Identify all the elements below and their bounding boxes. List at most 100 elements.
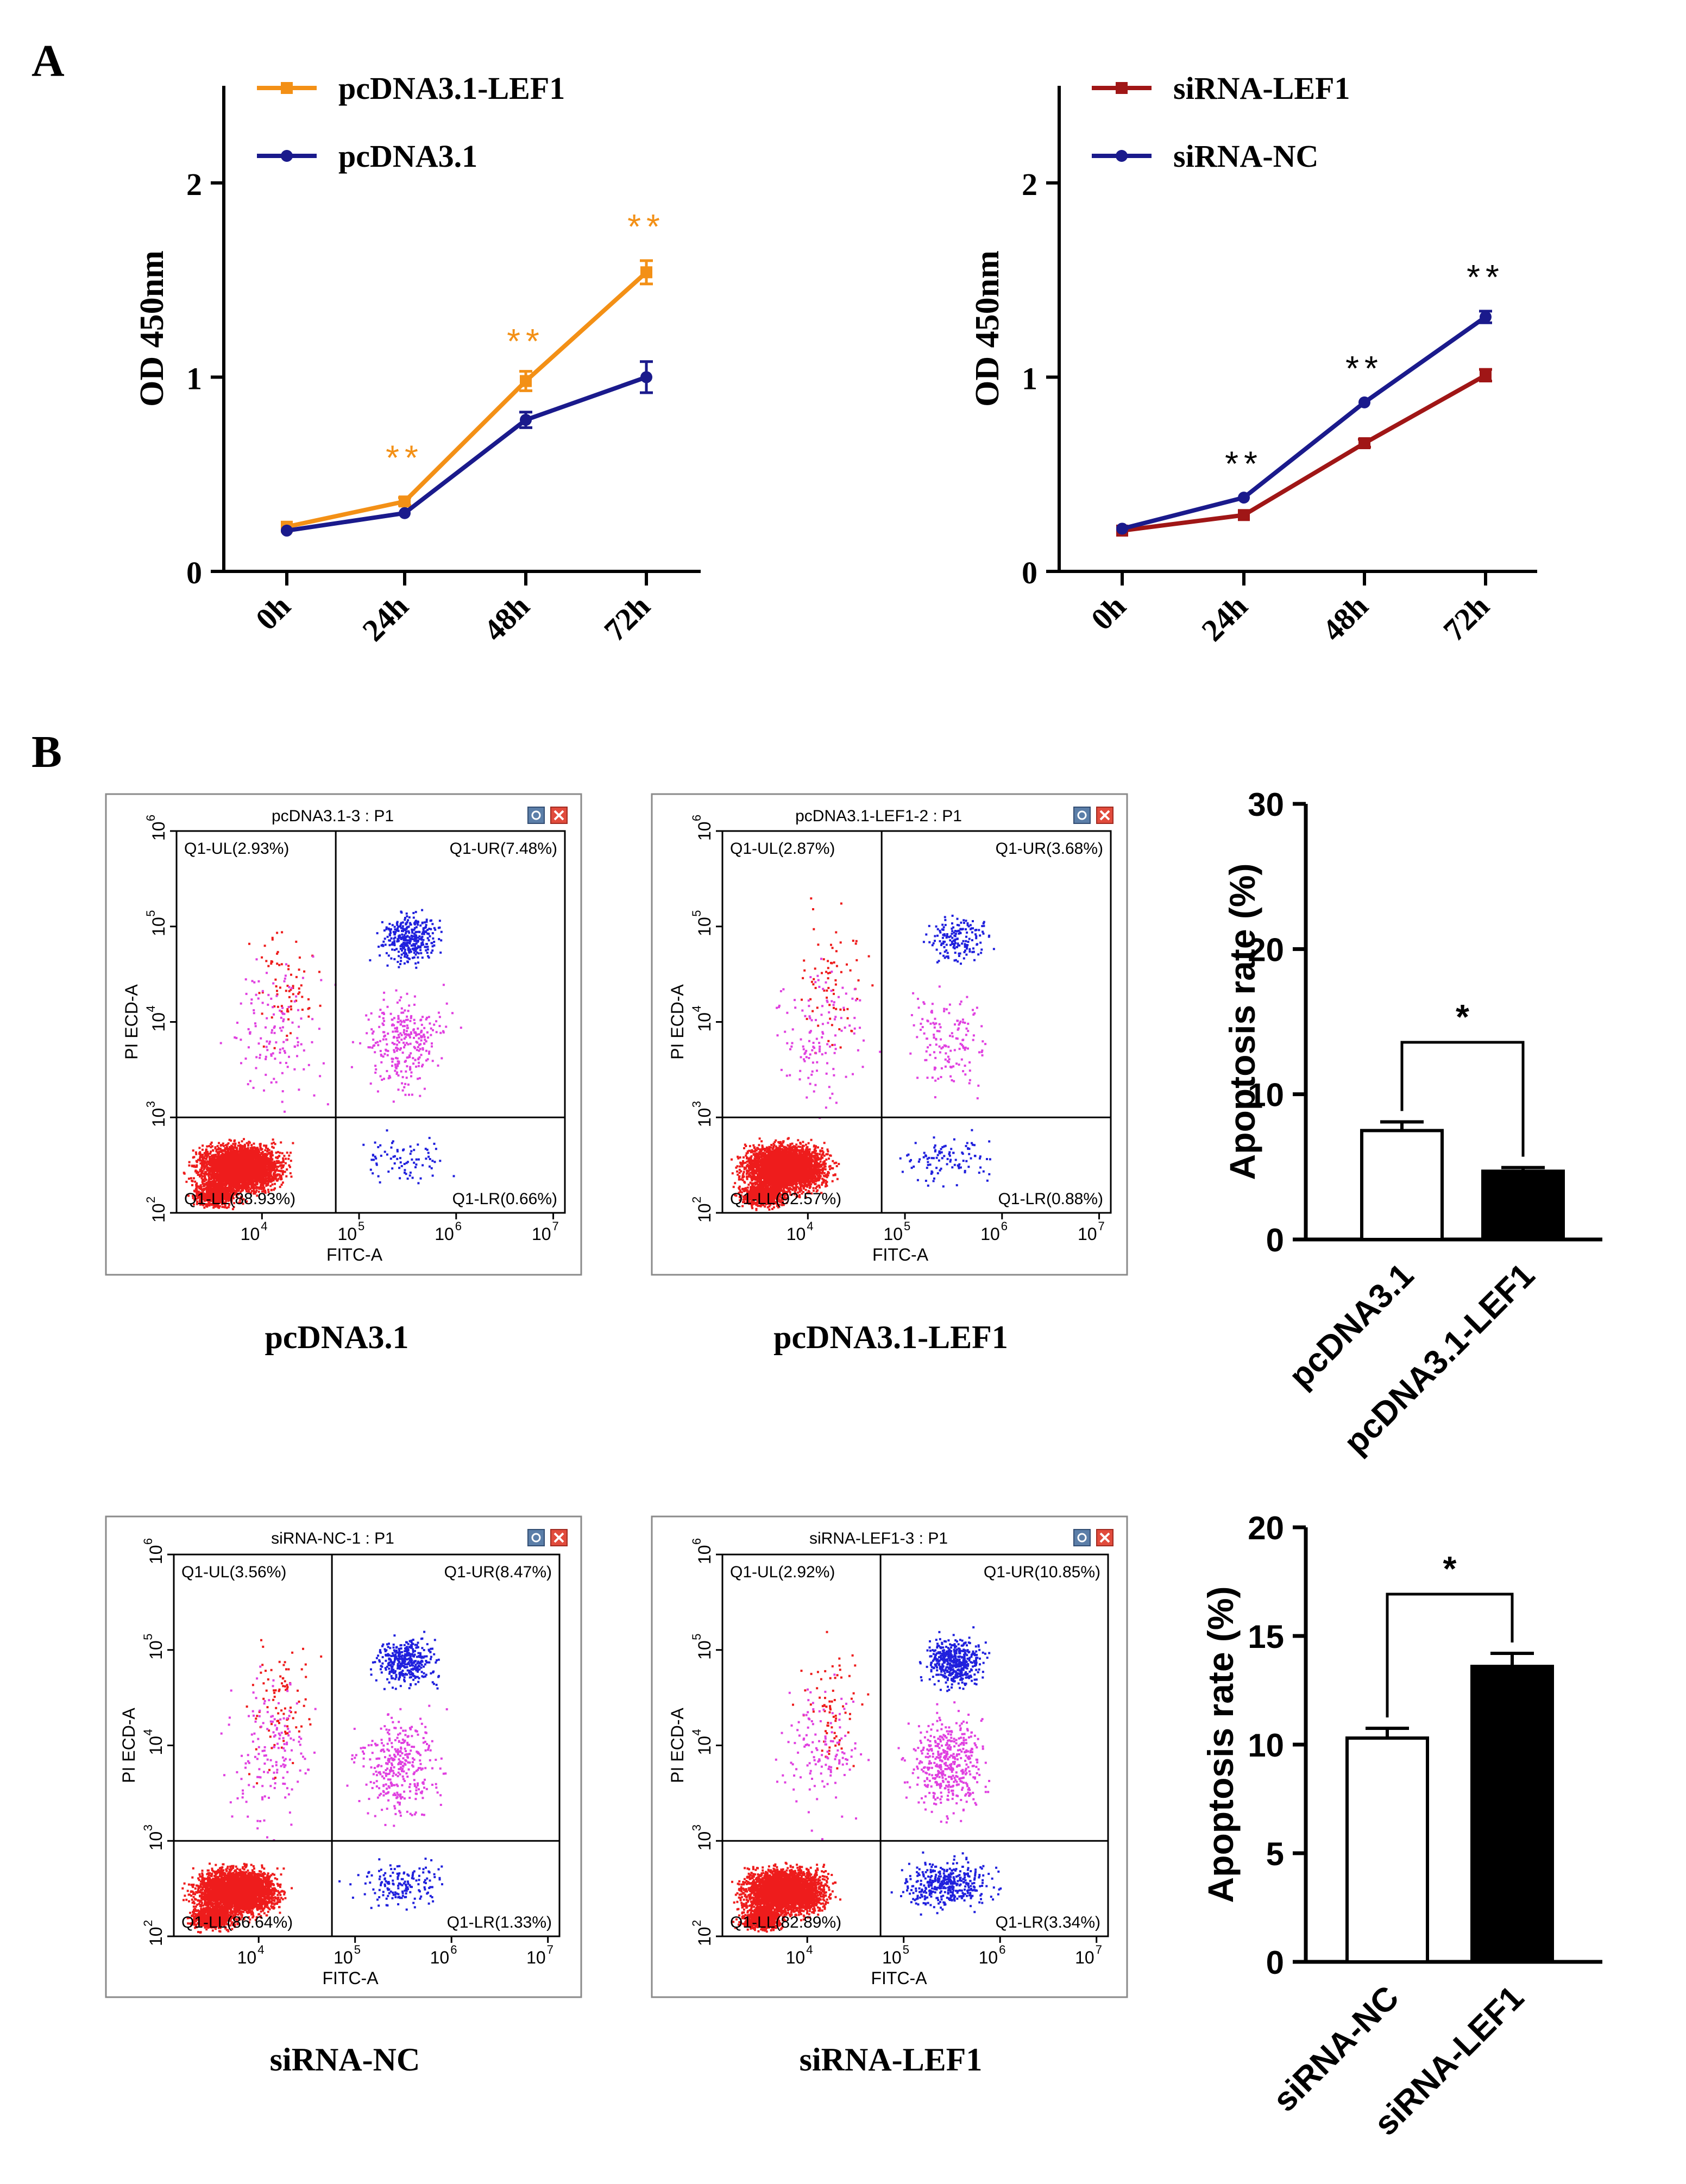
settings-icon-glyph	[1077, 810, 1087, 820]
data-point-square	[399, 495, 411, 508]
flow-y-tick-base: 10	[695, 1927, 714, 1946]
y-tick-label: 10	[1248, 1727, 1284, 1764]
flow-y-tick-base: 10	[695, 1203, 714, 1223]
flow-y-tick-exp: 5	[144, 910, 158, 917]
dots-lower-right	[890, 1851, 1002, 1916]
data-point-square	[1358, 437, 1370, 449]
flow-x-tick-base: 10	[787, 1224, 806, 1244]
flow-y-tick-exp: 5	[690, 910, 703, 917]
panel-label-a: A	[32, 36, 65, 86]
series-line-pcDNA3.1-LEF1	[286, 270, 648, 529]
flow-y-tick-base: 10	[695, 1012, 714, 1032]
close-icon-glyph	[553, 1532, 564, 1543]
quadrant-label-lr: Q1-LR(1.33%)	[447, 1914, 552, 1931]
bar-siRNA-NC	[1345, 1736, 1429, 1963]
settings-icon	[1073, 1529, 1091, 1546]
flow-dots	[731, 897, 995, 1211]
series-line-pcDNA3.1	[286, 375, 647, 533]
y-axis-label: Apoptosis rate (%)	[1200, 1586, 1241, 1903]
flow-y-tick-exp: 6	[144, 815, 158, 821]
settings-icon	[1073, 807, 1091, 824]
flow-x-tick-base: 10	[786, 1948, 806, 1967]
flow-dots	[183, 909, 462, 1211]
flow-x-tick-base: 10	[526, 1948, 546, 1967]
panel-label-b: B	[32, 727, 62, 777]
flow-y-tick-exp: 3	[690, 1101, 703, 1107]
flow-x-tick-exp: 5	[904, 1219, 910, 1233]
data-point-circle	[1480, 311, 1492, 323]
flow-caption: siRNA-NC	[270, 2042, 420, 2078]
close-icon-glyph	[553, 810, 564, 821]
flow-x-axis-label: FITC-A	[872, 1245, 929, 1264]
settings-icon	[527, 1529, 545, 1546]
flow-y-tick-base: 10	[146, 1831, 166, 1851]
flow-x-axis-label: FITC-A	[326, 1245, 383, 1264]
flow-caption: siRNA-LEF1	[800, 2042, 983, 2078]
flow-y-tick-base: 10	[695, 917, 714, 936]
y-tick-label: 20	[1248, 1510, 1284, 1546]
flow-x-tick-base: 10	[430, 1948, 450, 1967]
quadrant-label-ul: Q1-UL(2.93%)	[184, 840, 289, 858]
flow-y-tick-exp: 3	[144, 1101, 158, 1107]
flow-y-tick-base: 10	[146, 1927, 166, 1946]
y-tick-label: 0	[1022, 555, 1037, 590]
dots-upper-right-magenta	[350, 984, 462, 1103]
flow-y-tick-base: 10	[695, 821, 714, 841]
flow-x-axis-label: FITC-A	[322, 1968, 379, 1988]
significance-mark: **	[507, 322, 545, 361]
flow-y-axis-label: PI ECD-A	[668, 984, 687, 1060]
legend-label: siRNA-NC	[1173, 139, 1318, 174]
flow-y-tick-base: 10	[695, 1831, 714, 1851]
y-tick-label: 1	[186, 361, 202, 396]
bar-pcDNA3.1-LEF1	[1481, 1169, 1565, 1241]
legend-marker-square	[1116, 82, 1128, 94]
y-tick-label: 20	[1248, 931, 1284, 968]
data-point-square	[520, 375, 532, 387]
flow-x-tick-exp: 5	[358, 1219, 364, 1233]
flow-y-tick-exp: 2	[144, 1197, 158, 1203]
y-axis-label: OD 450nm	[969, 250, 1006, 407]
flow-y-tick-base: 10	[695, 1108, 714, 1128]
flow-y-axis-label: PI ECD-A	[119, 1708, 139, 1783]
flow-title: pcDNA3.1-3 : P1	[272, 807, 394, 825]
dots-lower-right	[362, 1129, 455, 1185]
data-point-circle	[1358, 396, 1370, 408]
settings-icon-glyph	[531, 1533, 541, 1543]
flow-x-tick-base: 10	[979, 1948, 998, 1967]
series-line-siRNA-LEF1	[1122, 373, 1487, 533]
flow-x-tick-exp: 7	[552, 1219, 559, 1233]
flow-dots	[181, 1631, 448, 1934]
quadrant-label-lr: Q1-LR(0.88%)	[998, 1190, 1103, 1208]
significance-mark: **	[1345, 349, 1383, 388]
flow-y-tick-base: 10	[149, 917, 168, 936]
dots-lower-left-core	[732, 1903, 788, 1933]
quadrant-label-lr: Q1-LR(3.34%)	[996, 1914, 1100, 1931]
flow-y-tick-exp: 4	[141, 1729, 155, 1735]
flow-y-tick-exp: 2	[141, 1920, 155, 1927]
legend-marker-square	[281, 82, 293, 94]
flow-x-tick-base: 10	[883, 1224, 903, 1244]
flow-y-tick-base: 10	[149, 821, 168, 841]
flow-y-tick-exp: 2	[690, 1197, 703, 1203]
flow-x-axis-label: FITC-A	[871, 1968, 927, 1988]
flow-x-tick-exp: 4	[261, 1219, 267, 1233]
flow-x-tick-base: 10	[1075, 1948, 1094, 1967]
dots-upper-right	[922, 915, 995, 965]
quadrant-label-ll: Q1-LL(92.57%)	[730, 1190, 841, 1208]
flow-y-tick-exp: 5	[141, 1634, 155, 1640]
flow-dots	[731, 1626, 1002, 1933]
quadrant-label-ll: Q1-LL(82.89%)	[730, 1914, 841, 1931]
significance-mark: **	[1467, 257, 1505, 297]
flow-title: siRNA-NC-1 : P1	[271, 1530, 394, 1547]
y-axis-label: Apoptosis rate (%)	[1222, 863, 1262, 1180]
dots-upper-right	[369, 909, 443, 969]
flow-y-axis-label: PI ECD-A	[668, 1708, 687, 1783]
flow-y-tick-exp: 6	[690, 1538, 703, 1545]
settings-icon-glyph	[531, 810, 541, 820]
quadrant-label-lr: Q1-LR(0.66%)	[452, 1190, 557, 1208]
dots-lower-left	[731, 1137, 840, 1199]
close-icon-glyph	[1099, 1532, 1110, 1543]
y-tick-label: 2	[186, 167, 202, 202]
dots-lower-left-core	[186, 1179, 248, 1211]
dots-lower-right	[338, 1858, 443, 1911]
